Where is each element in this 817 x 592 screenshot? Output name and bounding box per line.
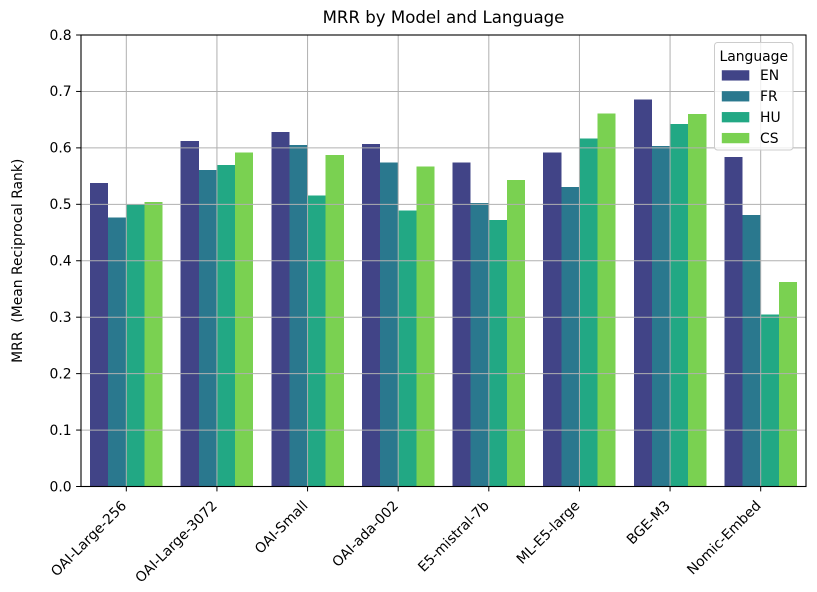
bar-OAI-ada-002-HU [398,210,417,487]
bar-OAI-Large-3072-EN [180,141,199,487]
bar-OAI-Small-EN [271,132,290,487]
y-tick-label: 0.5 [50,197,72,213]
bar-OAI-Large-256-FR [108,217,127,487]
bar-OAI-Large-3072-CS [235,152,254,487]
y-tick-label: 0.3 [50,310,72,326]
chart-title: MRR by Model and Language [323,8,565,27]
legend-swatch-HU [721,112,750,123]
bar-OAI-Small-CS [325,155,344,487]
bar-OAI-Large-256-HU [126,204,145,487]
bar-OAI-Large-3072-FR [198,169,217,487]
legend-swatch-FR [721,91,750,102]
legend: Language EN FR HU CS [714,42,794,151]
bar-BGE-M3-EN [633,99,652,487]
legend-label-HU: HU [760,110,781,126]
bar-OAI-ada-002-EN [361,143,381,487]
x-tick-label: OAI-Small [252,498,311,557]
y-tick-label: 0.6 [50,141,72,157]
bar-BGE-M3-CS [688,114,707,487]
bar-Nomic-Embed-HU [760,314,779,487]
bar-OAI-Small-HU [307,195,326,487]
bar-ML-E5-large-FR [561,186,580,487]
bar-E5-mistral-7b-CS [506,180,526,487]
x-tick-label: OAI-ada-002 [329,498,402,571]
y-tick-label: 0.2 [50,366,72,382]
x-tick-label: OAI-Large-3072 [133,498,221,586]
x-tick-label: Nomic-Embed [684,498,764,578]
y-tick-label: 0.4 [50,254,72,270]
bar-OAI-Large-256-CS [144,202,163,487]
bar-OAI-Large-3072-HU [216,164,236,487]
bar-Nomic-Embed-EN [724,156,743,487]
bars-layer [90,99,797,487]
y-tick-label: 0.7 [50,84,72,100]
bar-Nomic-Embed-FR [742,215,761,487]
legend-label-EN: EN [760,68,779,84]
bar-ML-E5-large-HU [579,138,598,487]
bar-ML-E5-large-CS [597,113,616,487]
legend-label-CS: CS [760,131,779,147]
legend-title: Language [719,49,788,65]
bar-BGE-M3-HU [670,124,689,487]
bar-BGE-M3-FR [651,146,671,487]
legend-swatch-EN [721,70,750,81]
x-tick-label: E5-mistral-7b [415,498,493,576]
bar-ML-E5-large-EN [543,152,562,487]
legend-box [714,42,794,151]
bar-OAI-ada-002-FR [380,162,399,487]
y-tick-label: 0.8 [50,28,72,44]
bar-E5-mistral-7b-FR [470,203,489,487]
x-tick-label: ML-E5-large [514,498,584,568]
bar-OAI-ada-002-CS [416,166,435,487]
bar-OAI-Small-FR [289,145,308,487]
bar-OAI-Large-256-EN [90,182,109,487]
bar-E5-mistral-7b-EN [452,162,471,487]
y-tick-label: 0.0 [50,479,72,495]
legend-label-FR: FR [760,89,778,105]
x-tick-label: BGE-M3 [624,498,674,548]
bar-Nomic-Embed-CS [778,282,797,487]
y-axis-label: MRR (Mean Reciprocal Rank) [10,159,26,363]
y-tick-label: 0.1 [50,423,72,439]
x-tick-label: OAI-Large-256 [48,498,130,580]
legend-swatch-CS [721,132,750,144]
axes-layer [76,34,807,492]
bar-E5-mistral-7b-HU [488,220,507,487]
